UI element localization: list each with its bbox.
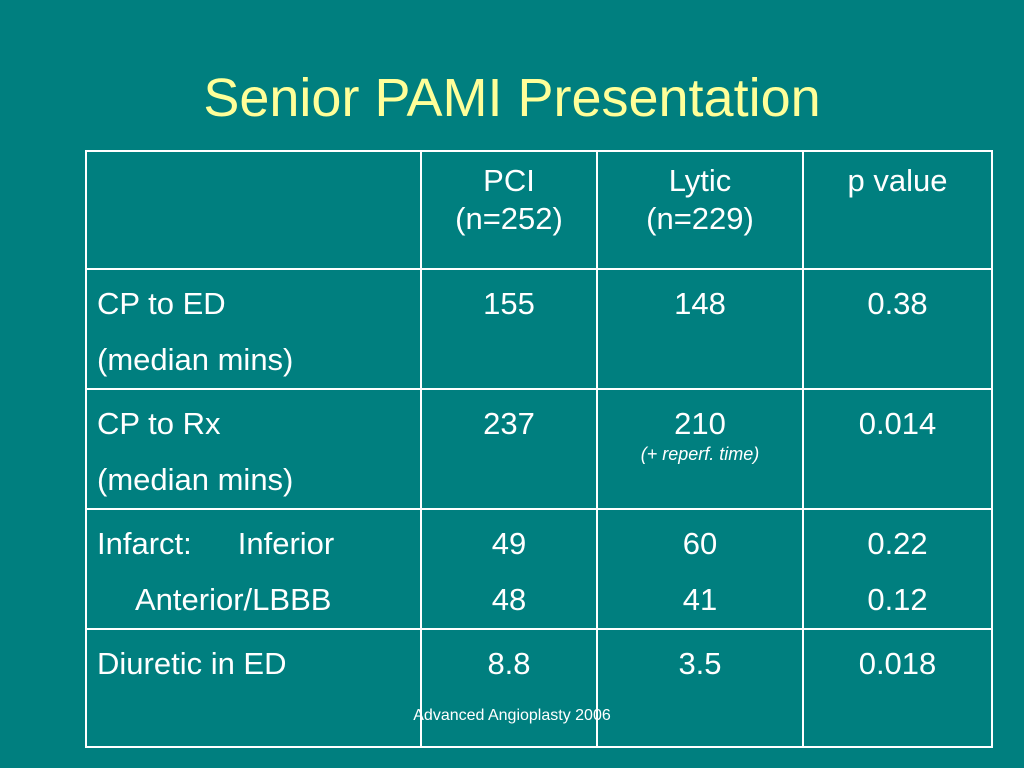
row-label: CP to Rx: [97, 406, 221, 441]
pci-value: 237: [420, 388, 598, 510]
p-cell: 0.22 0.12: [802, 508, 993, 630]
results-table: PCI (n=252) Lytic (n=229) p value CP to …: [85, 150, 993, 748]
header-pci-label: PCI: [483, 163, 535, 198]
row-label: Diuretic in ED: [97, 646, 287, 681]
header-cell-empty: [85, 150, 422, 270]
row-label-infarct: Infarct:: [97, 526, 192, 561]
table-row: CP to Rx (median mins) 237 210 (+ reperf…: [85, 388, 993, 510]
p-value-anterior: 0.12: [867, 582, 928, 617]
table-row: Infarct: Inferior Anterior/LBBB 49 48 60 …: [85, 508, 993, 630]
row-label-cell: Diuretic in ED: [85, 628, 422, 748]
pci-cell: 49 48: [420, 508, 598, 630]
table-row: Diuretic in ED 8.8 3.5 0.018: [85, 628, 993, 748]
pci-value: 8.8: [420, 628, 598, 748]
header-lytic-label: Lytic: [668, 163, 732, 198]
lytic-value-inferior: 60: [682, 526, 718, 561]
lytic-cell: 60 41: [596, 508, 804, 630]
p-value: 0.38: [802, 268, 993, 390]
row-label-inferior: Inferior: [237, 526, 335, 561]
row-label-cell: CP to ED (median mins): [85, 268, 422, 390]
row-label: Infarct: Inferior: [97, 516, 412, 572]
row-sublabel: (median mins): [97, 462, 294, 497]
header-lytic-n: (n=229): [646, 201, 754, 236]
lytic-cell: 210 (+ reperf. time): [596, 388, 804, 510]
header-cell-lytic: Lytic (n=229): [596, 150, 804, 270]
lytic-value: 3.5: [596, 628, 804, 748]
header-pvalue-label: p value: [847, 163, 948, 198]
row-sublabel: (median mins): [97, 342, 294, 377]
pci-value-anterior: 48: [491, 582, 527, 617]
table-row: CP to ED (median mins) 155 148 0.38: [85, 268, 993, 390]
row-label-cell: Infarct: Inferior Anterior/LBBB: [85, 508, 422, 630]
table-header-row: PCI (n=252) Lytic (n=229) p value: [85, 150, 993, 270]
pci-value: 155: [420, 268, 598, 390]
p-value: 0.018: [802, 628, 993, 748]
slide-title: Senior PAMI Presentation: [203, 68, 821, 128]
row-label: CP to ED: [97, 286, 226, 321]
lytic-value: 210: [674, 406, 726, 441]
lytic-note: (+ reperf. time): [640, 444, 760, 464]
row-sublabel: Anterior/LBBB: [135, 582, 332, 617]
p-value-inferior: 0.22: [867, 526, 928, 561]
lytic-value: 148: [596, 268, 804, 390]
p-value: 0.014: [802, 388, 993, 510]
header-cell-pvalue: p value: [802, 150, 993, 270]
row-label-cell: CP to Rx (median mins): [85, 388, 422, 510]
header-pci-n: (n=252): [455, 201, 563, 236]
lytic-value-anterior: 41: [682, 582, 718, 617]
pci-value-inferior: 49: [491, 526, 527, 561]
slide-footer: Advanced Angioplasty 2006: [413, 707, 611, 724]
header-cell-pci: PCI (n=252): [420, 150, 598, 270]
